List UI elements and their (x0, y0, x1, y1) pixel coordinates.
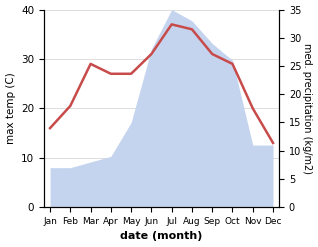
Y-axis label: max temp (C): max temp (C) (5, 72, 16, 144)
X-axis label: date (month): date (month) (120, 231, 203, 242)
Y-axis label: med. precipitation (kg/m2): med. precipitation (kg/m2) (302, 43, 313, 174)
